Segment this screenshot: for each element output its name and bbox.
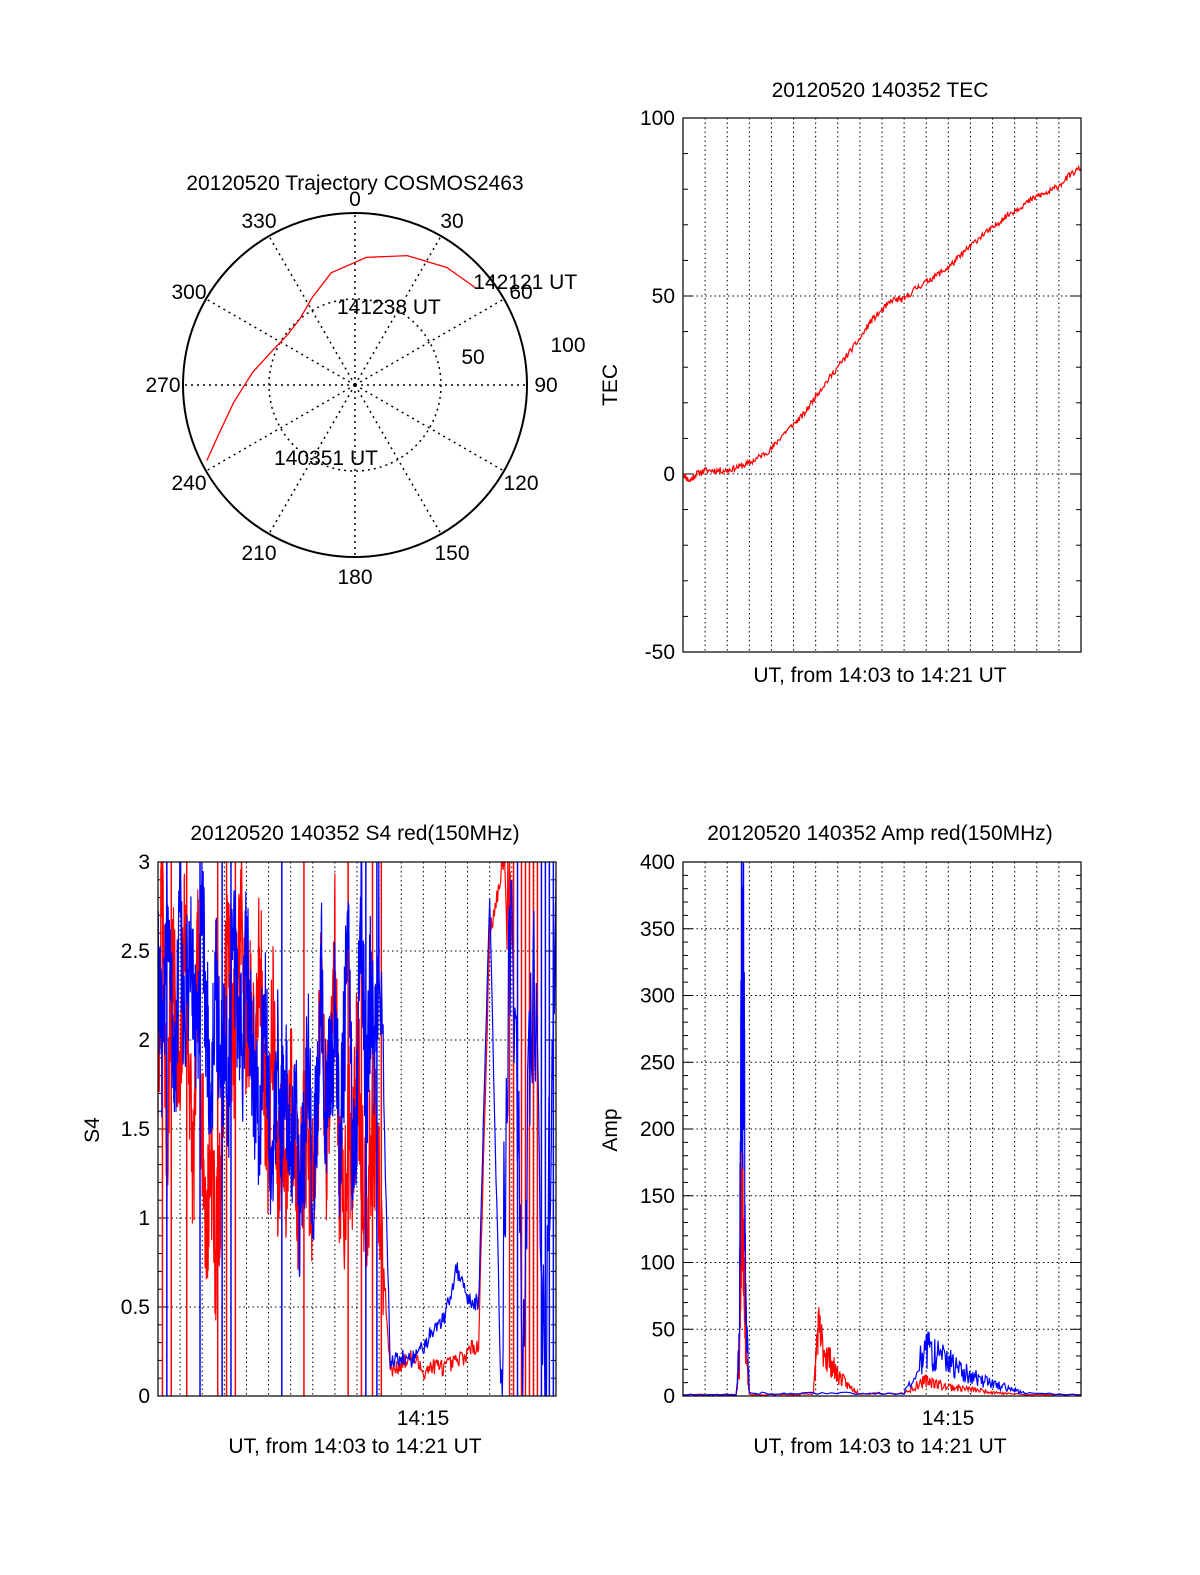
- radial-label-50: 50: [461, 346, 484, 369]
- tec-title: 20120520 140352 TEC: [772, 79, 989, 102]
- polar-grid: [182, 212, 528, 558]
- series-line-blue: [682, 861, 1082, 1396]
- trajectory-time-label: 142121 UT: [473, 271, 577, 294]
- polar-spoke-330: [268, 235, 356, 386]
- polar-spoke-60: [354, 298, 505, 386]
- azimuth-label: 150: [434, 542, 469, 565]
- s4-xlabel: UT, from 14:03 to 14:21 UT: [228, 1435, 481, 1458]
- y-tick-label: 100: [640, 1252, 675, 1275]
- y-tick-label: 2: [138, 1029, 150, 1052]
- polar-annotations: 142121 UT 141238 UT 140351 UT: [274, 271, 577, 470]
- azimuth-label: 330: [241, 210, 276, 233]
- y-tick-label: 0.5: [121, 1296, 150, 1319]
- azimuth-label: 60: [509, 281, 532, 304]
- y-tick-label: 150: [640, 1185, 675, 1208]
- amp-plot-area: 0 50 100 150 200 250 300 350 400: [640, 851, 1082, 1408]
- y-tick-label: -50: [645, 641, 675, 664]
- amp-panel: 20120520 140352 Amp red(150MHz) 0 50 100 15…: [599, 822, 1082, 1458]
- polar-spoke-240: [205, 384, 356, 472]
- polar-panel: 20120520 Trajectory COSMOS2463 0 30 60 90 12…: [145, 172, 585, 589]
- y-tick-label: 300: [640, 985, 675, 1008]
- series-line-blue: [157, 861, 557, 1397]
- azimuth-label: 270: [145, 374, 180, 397]
- amp-title: 20120520 140352 Amp red(150MHz): [707, 822, 1053, 845]
- s4-panel: 20120520 140352 S4 red(150MHz) 0 0.5 1 1.5 2…: [81, 822, 557, 1458]
- azimuth-label: 240: [171, 472, 206, 495]
- azimuth-label: 120: [503, 472, 538, 495]
- polar-title: 20120520 Trajectory COSMOS2463: [186, 172, 523, 195]
- azimuth-label: 210: [241, 542, 276, 565]
- y-tick-label: 2.5: [121, 940, 150, 963]
- y-tick-label: 0: [138, 1385, 150, 1408]
- azimuth-label: 300: [171, 281, 206, 304]
- polar-spoke-210: [268, 384, 356, 535]
- tec-plot-area: -50 0 50 100: [640, 107, 1082, 664]
- polar-trajectory: [206, 254, 476, 461]
- polar-outer-circle: [182, 212, 528, 558]
- y-tick-label: 100: [640, 107, 675, 130]
- axes-frame: [682, 861, 1082, 1397]
- azimuth-label: 0: [349, 188, 361, 211]
- polar-azimuth-labels: 0 30 60 90 120 150 180 210 240 270 300 330: [145, 188, 557, 589]
- y-tick-label: 200: [640, 1118, 675, 1141]
- y-tick-label: 1.5: [121, 1118, 150, 1141]
- azimuth-label: 180: [337, 566, 372, 589]
- amp-xlabel: UT, from 14:03 to 14:21 UT: [753, 1435, 1006, 1458]
- axes-frame: [157, 861, 557, 1397]
- amp-xtick-label: 14:15: [922, 1407, 975, 1430]
- tec-panel: 20120520 140352 TEC -50 0 50 100 TEC UT, fr…: [599, 79, 1082, 687]
- azimuth-label: 90: [534, 374, 557, 397]
- s4-ylabel: S4: [81, 1117, 104, 1143]
- amp-ylabel: Amp: [599, 1108, 622, 1151]
- axes-frame: [682, 117, 1082, 653]
- y-tick-label: 3: [138, 851, 150, 874]
- polar-spoke-30: [354, 235, 442, 386]
- tec-xlabel: UT, from 14:03 to 14:21 UT: [753, 664, 1006, 687]
- tec-ylabel: TEC: [599, 364, 622, 406]
- y-tick-label: 50: [652, 285, 675, 308]
- y-tick-label: 0: [663, 463, 675, 486]
- polar-spoke-120: [354, 384, 505, 472]
- y-tick-label: 350: [640, 918, 675, 941]
- trajectory-line: [206, 254, 476, 461]
- azimuth-label: 30: [440, 210, 463, 233]
- trajectory-time-label: 140351 UT: [274, 447, 378, 470]
- radial-label-100: 100: [550, 334, 585, 357]
- series-line-red: [682, 164, 1082, 483]
- y-tick-label: 400: [640, 851, 675, 874]
- y-tick-label: 250: [640, 1051, 675, 1074]
- s4-plot-area: 0 0.5 1 1.5 2 2.5 3: [121, 851, 557, 1408]
- s4-title: 20120520 140352 S4 red(150MHz): [190, 822, 519, 845]
- y-tick-label: 1: [138, 1207, 150, 1230]
- s4-xtick-label: 14:15: [397, 1407, 450, 1430]
- trajectory-time-label: 141238 UT: [337, 296, 441, 319]
- y-tick-label: 0: [663, 1385, 675, 1408]
- series-line-red: [682, 1118, 1081, 1396]
- y-tick-label: 50: [652, 1318, 675, 1341]
- polar-spoke-150: [354, 384, 442, 535]
